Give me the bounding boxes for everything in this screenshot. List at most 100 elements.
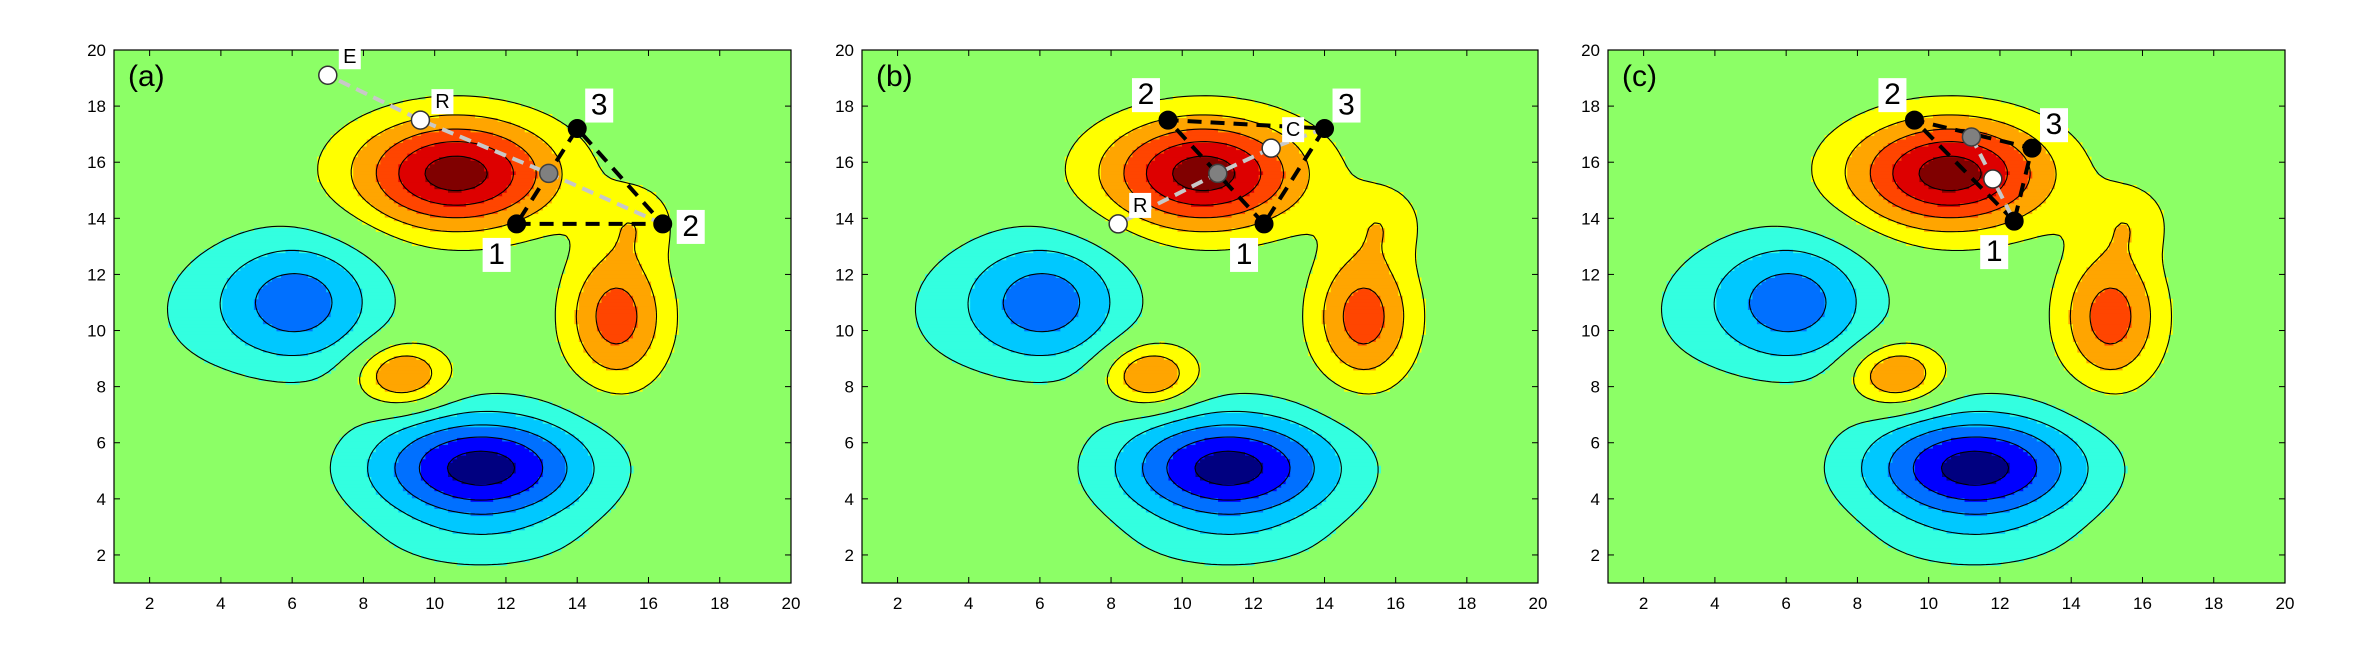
contour-band-cell bbox=[1285, 455, 1314, 460]
contour-band-cell bbox=[1847, 508, 1893, 513]
contour-band-cell bbox=[1195, 440, 1264, 446]
contour-band-cell bbox=[420, 497, 472, 502]
contour-band-cell bbox=[1123, 373, 1179, 378]
contour-band-cell bbox=[925, 337, 989, 342]
contour-band-cell bbox=[1824, 472, 1862, 477]
contour-band-cell bbox=[353, 160, 381, 165]
contour-band-cell bbox=[380, 156, 408, 161]
contour-band-cell bbox=[2072, 330, 2097, 335]
contour-band-cell bbox=[2127, 241, 2164, 247]
contour-band-cell bbox=[375, 206, 408, 211]
contour-band-cell bbox=[515, 508, 562, 513]
contour-band-cell bbox=[339, 202, 372, 207]
contour-band-cell bbox=[2054, 352, 2083, 357]
contour-band-cell bbox=[2050, 327, 2074, 332]
contour-band-cell bbox=[447, 426, 517, 431]
contour-band-cell bbox=[353, 323, 386, 328]
contour-band-cell bbox=[1747, 305, 1826, 310]
contour-band-cell bbox=[2136, 270, 2164, 275]
contour-band-cell bbox=[1847, 177, 1871, 183]
contour-band-cell bbox=[1964, 394, 2020, 399]
contour-band-cell bbox=[1878, 149, 1911, 154]
contour-band-cell bbox=[2077, 288, 2106, 293]
contour-band-cell bbox=[2131, 231, 2164, 236]
contour-band-cell bbox=[2077, 344, 2146, 350]
contour-band-cell bbox=[916, 323, 976, 328]
contour-band-cell bbox=[1317, 241, 1363, 247]
contour-band-cell bbox=[515, 465, 544, 470]
y-tick-label: 6 bbox=[1591, 434, 1600, 453]
contour-band-cell bbox=[1874, 398, 1911, 403]
contour-band-cell bbox=[1865, 455, 1893, 460]
contour-band-cell bbox=[425, 455, 458, 460]
contour-band-cell bbox=[1272, 504, 1318, 509]
contour-band-cell bbox=[2095, 330, 2128, 335]
contour-band-cell bbox=[357, 192, 386, 197]
contour-band-cell bbox=[502, 437, 544, 442]
contour-band-cell bbox=[1716, 312, 1754, 318]
contour-band-cell bbox=[560, 483, 589, 488]
contour-band-cell bbox=[1856, 288, 1889, 293]
contour-band-cell bbox=[1919, 479, 1957, 485]
contour-band-cell bbox=[1829, 447, 1871, 453]
y-tick-label: 6 bbox=[97, 434, 106, 453]
contour-band-cell bbox=[1955, 479, 1997, 485]
contour-band-cell bbox=[2149, 327, 2173, 332]
contour-band-cell bbox=[425, 408, 571, 414]
contour-band-cell bbox=[1132, 128, 1188, 133]
contour-band-cell bbox=[339, 128, 386, 133]
contour-band-cell bbox=[1847, 323, 1880, 328]
contour-band-cell bbox=[466, 202, 512, 207]
contour-band-cell bbox=[1303, 305, 1327, 310]
contour-band-cell bbox=[916, 309, 971, 314]
contour-band-cell bbox=[2045, 490, 2078, 495]
contour-band-cell bbox=[556, 188, 648, 193]
contour-band-cell bbox=[1326, 323, 1345, 328]
contour-band-cell bbox=[1159, 241, 1264, 247]
contour-band-cell bbox=[1824, 469, 1862, 474]
contour-band-cell bbox=[366, 362, 381, 367]
contour-band-cell bbox=[416, 387, 440, 392]
contour-band-cell bbox=[1856, 291, 1889, 296]
contour-band-cell bbox=[1105, 192, 1133, 197]
contour-band-cell bbox=[1675, 270, 1731, 275]
contour-band-cell bbox=[1190, 490, 1269, 495]
contour-band-cell bbox=[1028, 273, 1057, 279]
contour-band-cell bbox=[551, 149, 594, 154]
contour-band-cell bbox=[1874, 440, 1907, 446]
contour-band-cell bbox=[1847, 160, 1875, 165]
contour-band-cell bbox=[1294, 202, 1413, 207]
contour-band-cell bbox=[1887, 472, 1916, 477]
contour-band-cell bbox=[402, 185, 436, 190]
contour-band-cell bbox=[1824, 302, 1857, 307]
contour-band-cell bbox=[565, 270, 594, 275]
contour-band-cell bbox=[493, 497, 544, 502]
contour-band-cell bbox=[2072, 373, 2155, 378]
contour-band-cell bbox=[565, 234, 621, 239]
contour-band-cell bbox=[2054, 479, 2088, 485]
contour-band-cell bbox=[1923, 213, 1979, 218]
contour-band-cell bbox=[1105, 312, 1143, 318]
contour-band-cell bbox=[362, 195, 390, 200]
contour-band-cell bbox=[344, 501, 390, 506]
contour-band-cell bbox=[1150, 426, 1197, 431]
contour-band-cell bbox=[520, 145, 553, 151]
contour-band-cell bbox=[393, 415, 440, 421]
contour-band-cell bbox=[2027, 451, 2056, 456]
contour-band-cell bbox=[601, 259, 639, 264]
contour-band-cell bbox=[326, 188, 359, 193]
x-tick-label: 18 bbox=[1457, 594, 1476, 613]
contour-band-cell bbox=[411, 494, 454, 499]
contour-band-cell bbox=[1896, 220, 2011, 225]
contour-band-cell bbox=[1109, 366, 1129, 371]
contour-band-cell bbox=[1384, 320, 1404, 325]
contour-band-cell bbox=[1662, 309, 1717, 314]
contour-band-cell bbox=[1001, 298, 1079, 303]
contour-band-cell bbox=[1914, 131, 1988, 136]
contour-band-cell bbox=[1838, 266, 1875, 271]
contour-band-cell bbox=[1671, 337, 1735, 342]
contour-band-cell bbox=[1109, 298, 1143, 303]
contour-band-cell bbox=[943, 352, 1025, 357]
contour-band-cell bbox=[1375, 337, 1399, 342]
contour-band-cell bbox=[970, 288, 1007, 293]
